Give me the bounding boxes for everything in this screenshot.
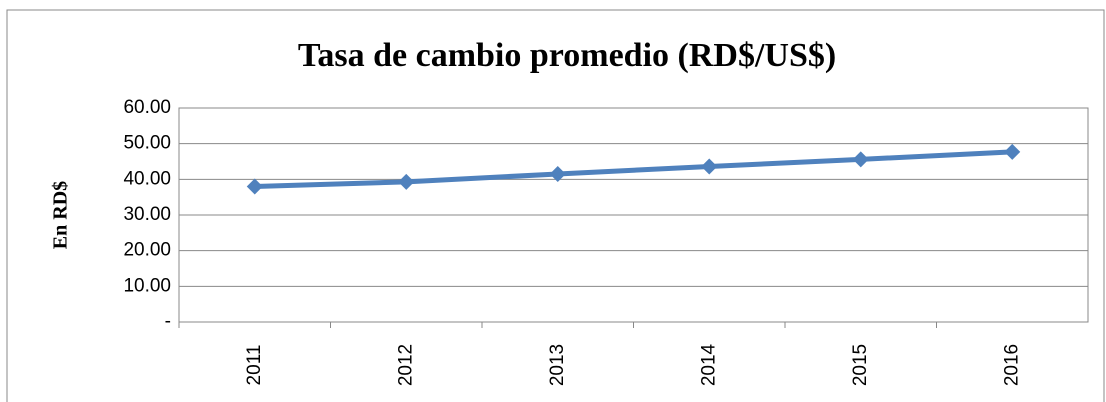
y-tick-label: 60.00 xyxy=(123,97,171,118)
chart-title: Tasa de cambio promedio (RD$/US$) xyxy=(298,37,836,74)
series-line xyxy=(254,149,1013,189)
y-tick-label: 10.00 xyxy=(123,275,171,296)
point-marker xyxy=(549,165,566,182)
y-tick-label: 50.00 xyxy=(123,133,171,154)
x-tick-label: 2015 xyxy=(850,344,871,386)
x-tick-label: 2014 xyxy=(698,343,719,386)
chart-frame xyxy=(6,9,1105,402)
point-marker xyxy=(701,158,718,175)
point-marker xyxy=(852,151,869,168)
x-tick-label: 2016 xyxy=(1001,344,1022,386)
y-tick-label: 20.00 xyxy=(123,240,171,261)
x-tick-label: 2012 xyxy=(395,344,416,386)
x-tick-label: 2011 xyxy=(244,345,265,386)
point-marker xyxy=(398,173,415,190)
point-marker xyxy=(1004,143,1021,160)
y-tick-label: 40.00 xyxy=(123,168,171,189)
y-axis-label: En RD$ xyxy=(50,181,72,249)
x-tick-label: 2013 xyxy=(547,344,568,386)
y-tick-label: - xyxy=(165,311,171,332)
y-tick-label: 30.00 xyxy=(123,204,171,225)
point-marker xyxy=(246,178,263,195)
